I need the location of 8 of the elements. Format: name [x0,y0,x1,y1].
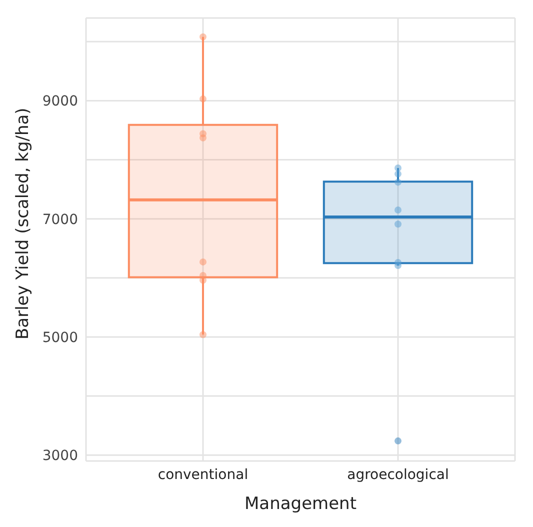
y-axis-title: Barley Yield (scaled, kg/ha) [13,108,34,340]
y-tick-label: 7000 [42,212,78,228]
x-tick-label: conventional [158,466,248,483]
y-tick-label: 3000 [42,448,78,464]
x-axis-title: Management [244,494,357,514]
y-tick-label: 9000 [42,94,78,110]
y-tick-label: 5000 [42,330,78,346]
x-tick-label: agroecological [347,466,449,483]
